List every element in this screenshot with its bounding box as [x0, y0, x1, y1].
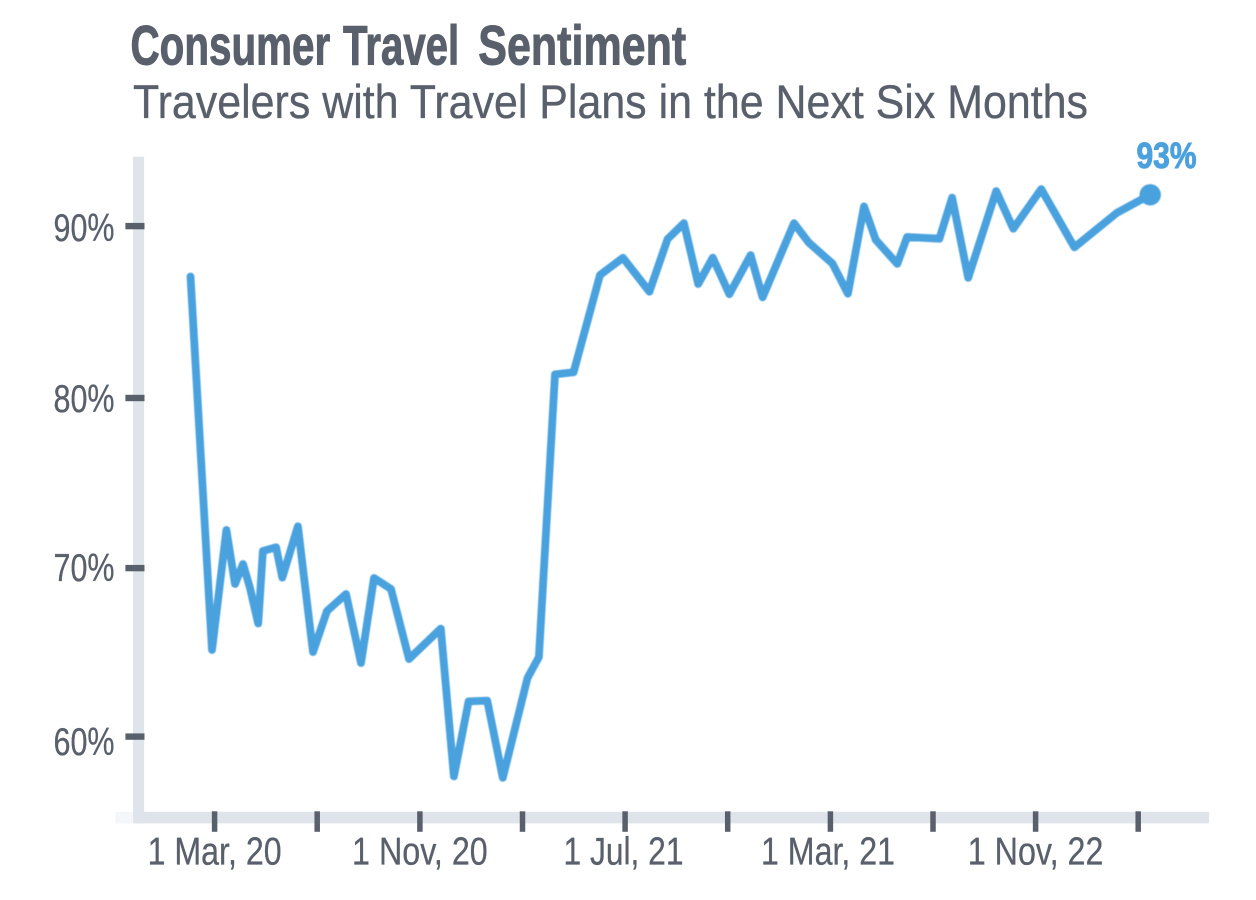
svg-text:93%: 93%: [1137, 135, 1197, 176]
svg-text:90%: 90%: [54, 207, 115, 250]
svg-text:Consumer: Consumer: [131, 14, 331, 76]
svg-text:1 Mar, 20: 1 Mar, 20: [148, 831, 282, 874]
svg-text:1 Nov, 22: 1 Nov, 22: [968, 831, 1104, 874]
svg-text:Travelers with Travel Plans in: Travelers with Travel Plans in the Next …: [133, 76, 1088, 129]
svg-text:60%: 60%: [54, 721, 115, 764]
svg-text:70%: 70%: [54, 547, 115, 590]
svg-text:Sentiment: Sentiment: [478, 14, 686, 76]
svg-text:Travel: Travel: [343, 14, 459, 76]
svg-text:1 Mar, 21: 1 Mar, 21: [761, 831, 895, 874]
svg-text:1 Jul, 21: 1 Jul, 21: [564, 831, 684, 874]
svg-text:80%: 80%: [54, 378, 115, 421]
svg-text:1 Nov, 20: 1 Nov, 20: [352, 831, 488, 874]
